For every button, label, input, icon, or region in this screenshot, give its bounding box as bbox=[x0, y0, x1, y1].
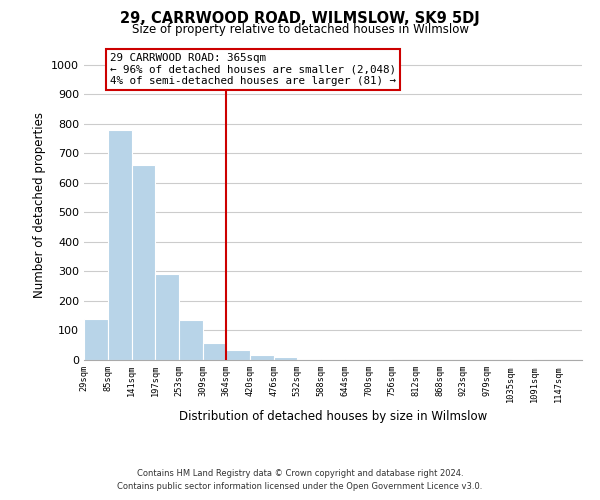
Text: Contains HM Land Registry data © Crown copyright and database right 2024.
Contai: Contains HM Land Registry data © Crown c… bbox=[118, 469, 482, 491]
X-axis label: Distribution of detached houses by size in Wilmslow: Distribution of detached houses by size … bbox=[179, 410, 487, 423]
Text: Size of property relative to detached houses in Wilmslow: Size of property relative to detached ho… bbox=[131, 24, 469, 36]
Bar bbox=[203, 343, 227, 360]
Bar bbox=[274, 357, 298, 360]
Bar bbox=[108, 130, 131, 360]
Text: 29 CARRWOOD ROAD: 365sqm
← 96% of detached houses are smaller (2,048)
4% of semi: 29 CARRWOOD ROAD: 365sqm ← 96% of detach… bbox=[110, 53, 396, 86]
Bar bbox=[179, 320, 203, 360]
Bar bbox=[321, 358, 345, 360]
Y-axis label: Number of detached properties: Number of detached properties bbox=[32, 112, 46, 298]
Bar bbox=[226, 350, 250, 360]
Bar bbox=[511, 358, 535, 360]
Bar bbox=[298, 358, 321, 360]
Bar bbox=[155, 274, 179, 360]
Bar bbox=[84, 318, 108, 360]
Bar bbox=[368, 358, 392, 360]
Bar bbox=[345, 358, 368, 360]
Bar bbox=[131, 165, 155, 360]
Text: 29, CARRWOOD ROAD, WILMSLOW, SK9 5DJ: 29, CARRWOOD ROAD, WILMSLOW, SK9 5DJ bbox=[120, 11, 480, 26]
Bar bbox=[250, 355, 274, 360]
